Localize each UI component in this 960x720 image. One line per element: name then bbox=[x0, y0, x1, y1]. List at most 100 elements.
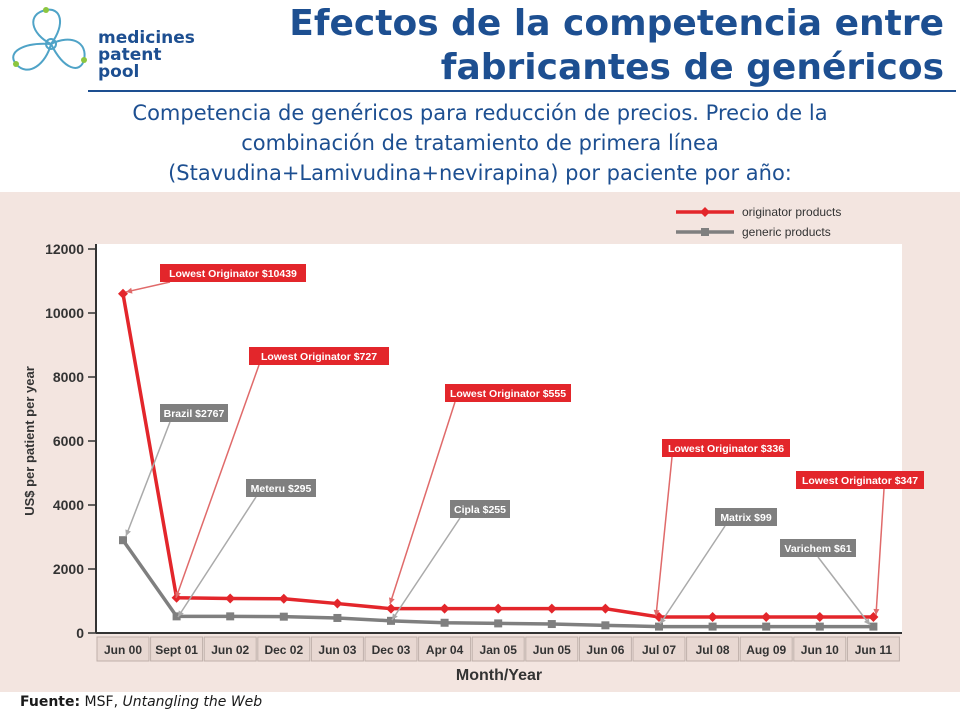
y-tick-label: 2000 bbox=[53, 561, 84, 577]
x-tick-box bbox=[739, 636, 793, 662]
legend-label: originator products bbox=[742, 205, 841, 219]
annotation-label: Lowest Originator $555 bbox=[450, 388, 566, 400]
x-tick-label: Sept 01 bbox=[155, 643, 198, 657]
x-axis-title: Month/Year bbox=[456, 667, 542, 684]
originator-annotation-box bbox=[796, 471, 924, 489]
x-tick-box bbox=[578, 636, 632, 662]
generic-annotation-box bbox=[715, 508, 777, 526]
annotation-label: Cipla $255 bbox=[454, 504, 506, 516]
generic-annotation-box bbox=[160, 404, 228, 422]
x-tick-box bbox=[793, 636, 847, 662]
source-label: Fuente: bbox=[20, 694, 81, 710]
subtitle-line: (Stavudina+Lamivudina+nevirapina) por pa… bbox=[168, 161, 792, 185]
originator-annotation-leader bbox=[875, 488, 885, 616]
generic-annotation-leader bbox=[391, 517, 461, 621]
annotation-label: Matrix $99 bbox=[720, 512, 772, 524]
price-line-chart: 0 2000 4000 6000 8000 10000 12000 Jun 00 Sept 01… bbox=[22, 205, 924, 684]
x-tick-label: Apr 04 bbox=[426, 643, 464, 657]
originator-data-point bbox=[332, 598, 343, 609]
logo-line: medicines bbox=[98, 28, 195, 48]
generic-data-point bbox=[333, 613, 342, 622]
generic-data-point bbox=[708, 622, 717, 631]
y-tick-label: 0 bbox=[76, 625, 84, 641]
annotation-arrowhead bbox=[660, 617, 666, 624]
generic-data-point bbox=[279, 612, 288, 621]
originator-data-point bbox=[707, 612, 718, 622]
originator-annotation-box bbox=[249, 347, 389, 365]
x-tick-label: Jan 05 bbox=[480, 643, 518, 657]
x-tick-label: Jun 03 bbox=[318, 643, 356, 657]
x-tick-box bbox=[632, 636, 686, 662]
originator-data-point bbox=[814, 612, 825, 622]
annotation-arrowhead bbox=[126, 287, 133, 294]
originator-annotation-box bbox=[160, 264, 306, 282]
generic-annotation-box bbox=[780, 539, 856, 557]
originator-annotation-box bbox=[445, 384, 571, 402]
logo-wordmark: medicines patent pool bbox=[98, 30, 195, 81]
plot-area bbox=[96, 244, 902, 633]
annotation-arrowhead bbox=[873, 608, 880, 615]
x-tick-label: Jul 08 bbox=[696, 643, 730, 657]
annotation-arrowhead bbox=[125, 529, 131, 536]
annotation-arrowhead bbox=[653, 609, 660, 616]
molecule-swirl-icon bbox=[12, 7, 87, 71]
logo-line: patent bbox=[98, 45, 162, 65]
source-title: Untangling the Web bbox=[122, 694, 263, 710]
originator-data-point bbox=[225, 593, 236, 604]
annotation-label: Varichem $61 bbox=[784, 543, 851, 555]
x-tick-box bbox=[96, 636, 150, 662]
originator-annotation-leader bbox=[125, 281, 171, 293]
x-tick-box bbox=[686, 636, 740, 662]
x-tick-box bbox=[257, 636, 311, 662]
generic-data-point bbox=[655, 622, 663, 631]
page-subtitle: Competencia de genéricos para reducción … bbox=[40, 98, 920, 188]
generic-annotation-box bbox=[246, 479, 316, 497]
originator-data-point bbox=[546, 603, 557, 614]
originator-data-point bbox=[278, 593, 289, 604]
legend-swatch-marker bbox=[701, 228, 709, 236]
generic-data-point bbox=[440, 618, 449, 627]
logo-line: pool bbox=[98, 62, 140, 82]
y-tick-label: 12000 bbox=[45, 241, 84, 257]
annotation-label: Lowest Originator $727 bbox=[261, 351, 377, 363]
x-tick-label: Jun 10 bbox=[801, 643, 839, 657]
subtitle-line: Competencia de genéricos para reducción … bbox=[132, 101, 828, 125]
originator-data-point bbox=[600, 603, 611, 614]
x-tick-box bbox=[418, 636, 472, 662]
annotation-label: Lowest Originator $336 bbox=[668, 443, 784, 455]
logo: medicines patent pool bbox=[6, 4, 206, 84]
subtitle-line: combinación de tratamiento de primera lí… bbox=[241, 131, 719, 155]
generic-data-point bbox=[815, 622, 824, 631]
generic-annotation-leader bbox=[659, 525, 726, 625]
source-org: MSF, bbox=[84, 694, 119, 710]
generic-annotation-box bbox=[450, 500, 510, 518]
originator-annotation-leader bbox=[655, 456, 673, 617]
x-tick-label: Jul 07 bbox=[642, 643, 676, 657]
y-axis-title: US$ per patient per year bbox=[22, 366, 37, 516]
annotation-arrowhead bbox=[388, 597, 395, 604]
x-tick-box bbox=[203, 636, 257, 662]
x-tick-box bbox=[310, 636, 364, 662]
generic-data-point bbox=[387, 616, 395, 625]
source-note: Fuente: MSF, Untangling the Web bbox=[20, 694, 262, 710]
annotation-arrowhead bbox=[177, 610, 184, 617]
annotation-arrowhead bbox=[863, 618, 870, 625]
legend-swatch-marker bbox=[700, 207, 710, 217]
title-line: Efectos de la competencia entre bbox=[289, 3, 944, 44]
generic-data-point bbox=[762, 622, 771, 631]
originator-data-point bbox=[439, 603, 450, 614]
x-tick-box bbox=[846, 636, 900, 662]
x-tick-label: Jun 05 bbox=[533, 643, 571, 657]
generic-annotation-leader bbox=[125, 421, 171, 537]
generic-annotation-leader bbox=[177, 496, 257, 618]
generic-annotation-leader bbox=[817, 556, 871, 626]
originator-data-point bbox=[493, 603, 504, 614]
originator-data-point bbox=[118, 288, 128, 299]
chart-panel: 0 2000 4000 6000 8000 10000 12000 Jun 00 Sept 01… bbox=[0, 192, 960, 692]
generic-data-point bbox=[601, 621, 610, 630]
x-tick-box bbox=[471, 636, 525, 662]
x-tick-label: Jun 00 bbox=[104, 643, 142, 657]
annotation-label: Meteru $295 bbox=[251, 483, 312, 495]
x-tick-label: Dec 03 bbox=[372, 643, 411, 657]
x-tick-label: Jun 11 bbox=[855, 643, 893, 657]
